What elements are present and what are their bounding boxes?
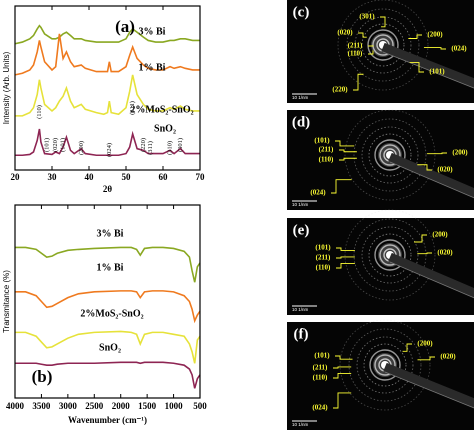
miller-index: (020) (337, 29, 353, 37)
peak-index: (200) (78, 141, 85, 155)
saed-panel: (101)(211) (110) (200) (020) (024) (d) 10 1/nm (287, 110, 474, 210)
x-tick-label: 4000 (6, 401, 25, 411)
series-label: 2%MoS₂-SnO₂ (80, 308, 143, 319)
peak-index: (311) (147, 141, 154, 155)
x-tick-label: 500 (193, 401, 207, 411)
miller-index: (024) (312, 404, 328, 412)
saed-panel: (101) (211) (110) (200) (020) (e) 10 1/nm (287, 210, 474, 315)
peak-index: (101) (43, 138, 50, 152)
x-tick-label: 30 (48, 172, 58, 182)
peak-index: (301) (177, 138, 184, 152)
peak-index: (024) (106, 143, 113, 157)
miller-index: (101) (429, 68, 445, 76)
peak-index: (220) (140, 138, 147, 152)
panel-label: (a) (115, 17, 135, 36)
series-label: SnO₂ (99, 342, 121, 353)
series-label: 1% Bi (97, 262, 124, 273)
peak-index: (110) (36, 105, 43, 119)
miller-index: (110) (348, 50, 363, 58)
peak-index: (211) (129, 101, 136, 115)
miller-index: (101) (314, 352, 330, 360)
x-tick-label: 2500 (85, 401, 104, 411)
panel-label: (d) (292, 114, 310, 130)
x-tick-label: 20 (11, 172, 21, 182)
y-axis-label: Intensity (Arb. Units) (2, 51, 11, 124)
x-tick-label: 1500 (138, 401, 157, 411)
peak-index: (101) (60, 138, 67, 152)
miller-index: (301) (359, 13, 375, 21)
miller-index: (101) (315, 244, 331, 252)
saed-panel: (101) (211) (110) (200) (020) (024) (f) 10 1/nm (287, 320, 474, 430)
miller-index: (110) (313, 374, 328, 382)
series-label: 3% Bi (97, 228, 124, 239)
scale-label: 10 1/nm (292, 422, 309, 427)
miller-index: (200) (417, 340, 433, 348)
miller-index: (020) (437, 249, 453, 257)
miller-index: (110) (316, 264, 331, 272)
miller-index: (020) (440, 353, 456, 361)
miller-index: (101) (314, 137, 330, 145)
miller-index: (211) (348, 42, 363, 50)
miller-index: (200) (432, 231, 448, 239)
scale-label: 10 1/nm (292, 95, 309, 100)
panel-label: (b) (32, 367, 53, 386)
scale-label: 10 1/nm (292, 307, 309, 312)
series-label: SnO₂ (154, 123, 176, 134)
x-axis-label: Wavenumber (cm⁻¹) (68, 415, 147, 425)
miller-index: (020) (437, 166, 453, 174)
miller-index: (211) (316, 254, 331, 262)
miller-index: (211) (319, 146, 334, 154)
x-tick-label: 40 (85, 172, 95, 182)
miller-index: (024) (451, 45, 467, 53)
x-tick-label: 3000 (59, 401, 78, 411)
panel-label: (c) (293, 4, 310, 20)
series-label: 2%MoS₂-SnO₂ (130, 104, 193, 115)
miller-index: (024) (310, 189, 326, 197)
miller-index: (211) (313, 364, 328, 372)
x-tick-label: 3500 (32, 401, 51, 411)
x-tick-label: 2000 (112, 401, 131, 411)
miller-index: (220) (332, 86, 348, 94)
x-tick-label: 70 (196, 172, 206, 182)
x-axis-label: 2θ (103, 184, 113, 194)
miller-index: (110) (319, 156, 334, 164)
peak-index: (310) (167, 141, 174, 155)
saed-panel: (301) (020) (211)(110) (200) (024) (220) (101)… (287, 0, 474, 103)
panel-label: (e) (293, 222, 310, 238)
x-tick-label: 50 (122, 172, 132, 182)
miller-index: (200) (427, 31, 443, 39)
miller-index: (200) (452, 149, 468, 157)
peak-index: (020) (52, 138, 59, 152)
series-label: 3% Bi (139, 26, 166, 37)
y-axis-label: Transmitance (%) (2, 270, 11, 333)
series-label: 1% Bi (139, 62, 166, 73)
panel-label: (f) (294, 326, 309, 342)
x-tick-label: 60 (159, 172, 169, 182)
x-tick-label: 1000 (165, 401, 184, 411)
scale-label: 10 1/nm (292, 202, 309, 207)
